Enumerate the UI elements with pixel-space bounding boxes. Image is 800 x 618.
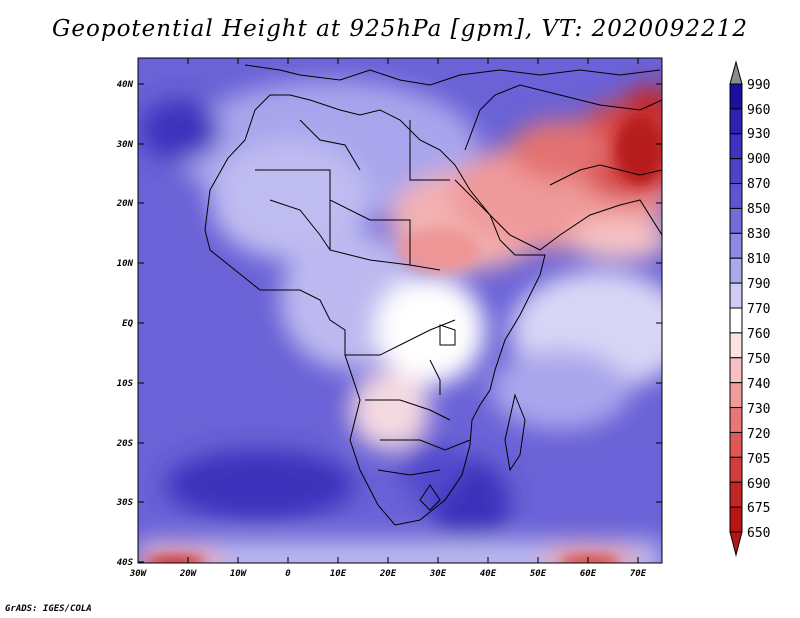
colorbar-swatch: [729, 207, 743, 234]
lat-label: 20S: [116, 439, 134, 449]
colorbar-label: 930: [747, 127, 770, 142]
credit-text: GrADS: IGES/COLA: [5, 604, 92, 614]
colorbar-upper-arrow: [729, 60, 743, 85]
lon-label: 50E: [530, 569, 547, 579]
lat-label: 20N: [116, 199, 134, 209]
colorbar-swatch: [729, 307, 743, 334]
lat-label: 10S: [117, 379, 134, 389]
colorbar-label: 900: [747, 152, 770, 167]
lon-label: 30E: [429, 569, 447, 579]
colorbar-swatch: [729, 357, 743, 384]
lat-label: 40N: [117, 80, 134, 90]
map-frame: [137, 57, 663, 564]
colorbar-swatch: [729, 431, 743, 458]
colorbar-label: 810: [747, 252, 770, 267]
colorbar-swatch: [729, 108, 743, 135]
lon-label: 20W: [179, 569, 198, 579]
colorbar-label: 740: [747, 377, 770, 392]
lon-label: 20E: [379, 569, 397, 579]
colorbar-swatch: [729, 232, 743, 259]
colorbar-label: 870: [747, 177, 770, 192]
lon-label: 60E: [580, 569, 597, 579]
colorbar-swatch: [729, 257, 743, 284]
lat-label: EQ: [122, 319, 133, 329]
lat-label: 30S: [116, 498, 134, 508]
colorbar-label: 790: [747, 277, 770, 292]
lon-label: 0: [285, 569, 291, 579]
map-title: Geopotential Height at 925hPa [gpm], VT:…: [52, 16, 748, 42]
colorbar-swatch: [729, 407, 743, 433]
colorbar-label: 990: [747, 78, 770, 93]
colorbar-swatch: [729, 481, 743, 508]
colorbar-swatch: [729, 282, 743, 309]
colorbar-label: 850: [747, 202, 770, 217]
colorbar-swatch: [729, 332, 743, 359]
lon-label: 30W: [129, 569, 148, 579]
colorbar-label: 750: [747, 352, 770, 367]
colorbar-label: 720: [747, 427, 770, 442]
lon-label: 10E: [330, 569, 347, 579]
colorbar-swatch: [729, 183, 743, 209]
colorbar: 990 960 930 900 870 850 830 810 790 770 …: [729, 60, 770, 557]
lon-label: 10W: [230, 569, 248, 579]
colorbar-swatch: [729, 506, 743, 533]
colorbar-label: 675: [747, 501, 770, 516]
colorbar-label: 705: [747, 452, 770, 467]
lat-label: 30N: [116, 140, 134, 150]
colorbar-swatch: [729, 133, 743, 160]
colorbar-swatch: [729, 382, 743, 409]
colorbar-label: 830: [747, 227, 770, 242]
colorbar-label: 650: [747, 526, 770, 541]
colorbar-label: 730: [747, 402, 770, 417]
lat-label: 40S: [117, 558, 134, 568]
height-field: [138, 58, 662, 563]
coastlines: [204, 64, 662, 526]
lon-label: 70E: [630, 569, 647, 579]
colorbar-swatch: [729, 456, 743, 483]
colorbar-swatch: [729, 83, 743, 110]
lat-label: 10N: [117, 259, 134, 269]
colorbar-lower-arrow: [729, 531, 743, 557]
colorbar-label: 960: [747, 103, 770, 118]
lon-label: 40E: [480, 569, 497, 579]
colorbar-label: 690: [747, 477, 770, 492]
colorbar-label: 760: [747, 327, 770, 342]
colorbar-swatch: [729, 158, 743, 185]
colorbar-label: 770: [747, 302, 770, 317]
